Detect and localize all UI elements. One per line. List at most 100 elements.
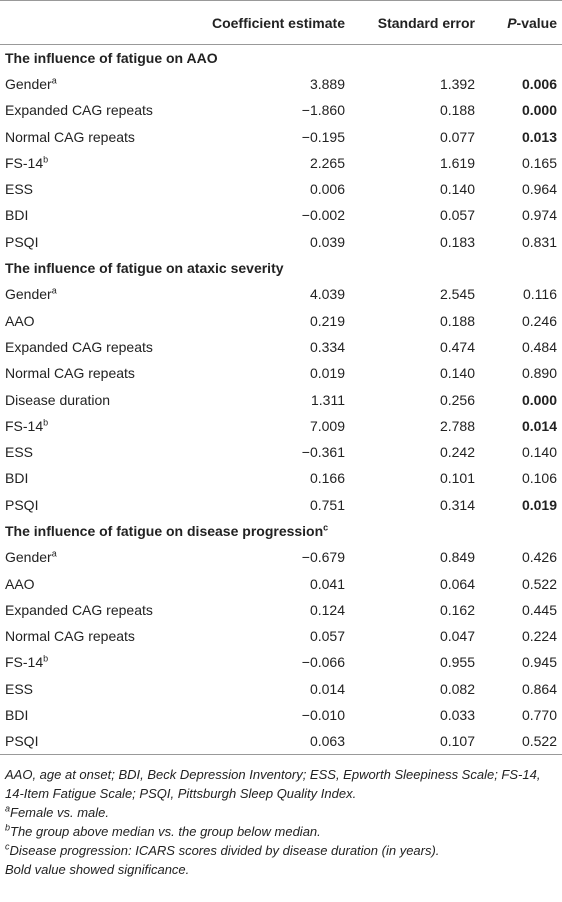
value-cell: 0.751 — [309, 496, 345, 513]
header-italic: P — [507, 14, 517, 31]
row-label: ESS — [0, 439, 200, 465]
footnote: cDisease progression: ICARS scores divid… — [5, 841, 557, 860]
row-label-text: Gender — [5, 75, 52, 92]
value-cell: 0.955 — [439, 654, 475, 671]
value-cell: 0.077 — [439, 128, 475, 145]
section-row: The influence of fatigue on ataxic sever… — [0, 255, 562, 281]
row-label-text: Normal CAG repeats — [5, 365, 135, 382]
data-row: BDI 0.166 0.101 0.106 — [0, 465, 562, 491]
row-label: Gendera — [0, 281, 200, 307]
footnote: AAO, age at onset; BDI, Beck Depression … — [5, 765, 557, 803]
footnote: bThe group above median vs. the group be… — [5, 822, 557, 841]
value-cell: 0.183 — [439, 233, 475, 250]
data-row: PSQI 0.039 0.183 0.831 — [0, 229, 562, 255]
value-cell: 0.140 — [439, 181, 475, 198]
row-label: Expanded CAG repeats — [0, 97, 200, 123]
row-label: Expanded CAG repeats — [0, 334, 200, 360]
value-cell: 0.974 — [521, 207, 557, 224]
row-label-text: AAO — [5, 575, 35, 592]
row-label: Normal CAG repeats — [0, 623, 200, 649]
value-cell: 0.047 — [439, 628, 475, 645]
value-cell: 3.889 — [309, 75, 345, 92]
value-cell: 0.246 — [521, 312, 557, 329]
value-cell: −0.002 — [301, 207, 345, 224]
row-label-text: ESS — [5, 680, 34, 697]
row-label-text: FS-14 — [5, 417, 44, 434]
row-label-text: BDI — [5, 470, 29, 487]
footnote-marker: a — [5, 803, 11, 814]
data-row: ESS −0.361 0.242 0.140 — [0, 439, 562, 465]
row-label-text: Expanded CAG repeats — [5, 601, 153, 618]
value-cell: 1.392 — [439, 75, 475, 92]
data-row: Expanded CAG repeats 0.334 0.474 0.484 — [0, 334, 562, 360]
value-cell: 0.124 — [309, 601, 345, 618]
data-row: BDI −0.010 0.033 0.770 — [0, 702, 562, 728]
section-row: The influence of fatigue on disease prog… — [0, 518, 562, 544]
footnote-text: Female vs. male. — [10, 805, 109, 821]
row-label: PSQI — [0, 728, 200, 754]
footnote-marker: b — [43, 417, 49, 428]
value-cell: 0.039 — [309, 233, 345, 250]
value-cell: 0.033 — [439, 707, 475, 724]
value-cell: 0.188 — [439, 102, 475, 119]
row-label: Gendera — [0, 544, 200, 570]
table-body: The influence of fatigue on AAO Gendera 3.… — [0, 45, 562, 755]
data-row: FS-14b 7.009 2.788 0.014 — [0, 413, 562, 439]
row-label-text: Expanded CAG repeats — [5, 102, 153, 119]
value-cell: 0.474 — [439, 338, 475, 355]
value-cell: 0.013 — [521, 128, 557, 145]
data-row: AAO 0.219 0.188 0.246 — [0, 307, 562, 333]
value-cell: 0.224 — [521, 628, 557, 645]
value-cell: 0.484 — [521, 338, 557, 355]
value-cell: 0.166 — [309, 470, 345, 487]
value-cell: 0.006 — [521, 75, 557, 92]
data-row: ESS 0.014 0.082 0.864 — [0, 676, 562, 702]
row-label-text: PSQI — [5, 496, 39, 513]
value-cell: 0.000 — [521, 391, 557, 408]
row-label-text: BDI — [5, 707, 29, 724]
table: Coefficient estimate Standard error P-va… — [0, 0, 562, 755]
footnote-marker: c — [323, 522, 329, 533]
value-cell: 2.265 — [309, 154, 345, 171]
value-cell: 0.019 — [309, 365, 345, 382]
value-cell: 0.165 — [521, 154, 557, 171]
value-cell: 0.057 — [439, 207, 475, 224]
value-cell: 0.014 — [521, 417, 557, 434]
value-cell: 1.619 — [439, 154, 475, 171]
section-row: The influence of fatigue on AAO — [0, 45, 562, 71]
row-label: Normal CAG repeats — [0, 360, 200, 386]
row-label: AAO — [0, 307, 200, 333]
value-cell: 0.770 — [521, 707, 557, 724]
row-label: Normal CAG repeats — [0, 123, 200, 149]
value-cell: 0.522 — [521, 733, 557, 750]
row-label-text: Gender — [5, 286, 52, 303]
row-label: Expanded CAG repeats — [0, 597, 200, 623]
footnote-marker: a — [51, 285, 57, 296]
data-row: ESS 0.006 0.140 0.964 — [0, 176, 562, 202]
footnote-marker: a — [51, 75, 57, 86]
row-label-text: Expanded CAG repeats — [5, 338, 153, 355]
row-label: Gendera — [0, 71, 200, 97]
row-label-text: Gender — [5, 549, 52, 566]
row-label: ESS — [0, 176, 200, 202]
data-row: PSQI 0.751 0.314 0.019 — [0, 492, 562, 518]
table-header: Coefficient estimate Standard error P-va… — [0, 0, 562, 45]
value-cell: 0.522 — [521, 575, 557, 592]
row-label: FS-14b — [0, 649, 200, 675]
value-cell: −0.010 — [301, 707, 345, 724]
value-cell: 0.107 — [439, 733, 475, 750]
footnote-text: Bold value showed significance. — [5, 862, 190, 878]
value-cell: 0.890 — [521, 365, 557, 382]
footnote-marker: c — [5, 841, 10, 852]
row-label-text: Disease duration — [5, 391, 111, 408]
data-row: Gendera 3.889 1.392 0.006 — [0, 71, 562, 97]
row-label: Disease duration — [0, 386, 200, 412]
footnote-marker: b — [43, 154, 49, 165]
value-cell: 0.334 — [309, 338, 345, 355]
data-row: FS-14b 2.265 1.619 0.165 — [0, 150, 562, 176]
data-row: Gendera −0.679 0.849 0.426 — [0, 544, 562, 570]
value-cell: 0.188 — [439, 312, 475, 329]
data-row: Expanded CAG repeats 0.124 0.162 0.445 — [0, 597, 562, 623]
value-cell: 4.039 — [309, 286, 345, 303]
